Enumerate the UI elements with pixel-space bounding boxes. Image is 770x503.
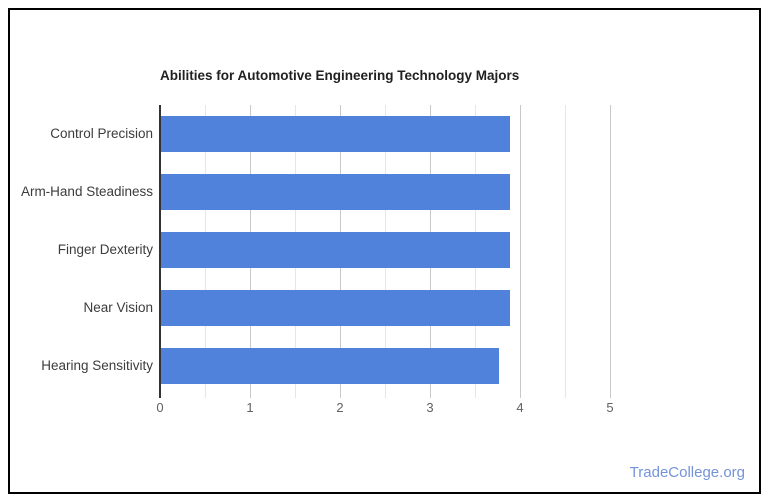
x-axis-tick-label: 2 [336, 400, 344, 415]
y-axis-label: Finger Dexterity [57, 242, 153, 257]
y-axis-label: Control Precision [50, 126, 153, 141]
major-gridline [520, 105, 521, 393]
axis-tick [250, 393, 251, 398]
axis-tick [610, 393, 611, 398]
x-axis-tick-label: 5 [606, 400, 614, 415]
bar [161, 232, 511, 268]
axis-tick [475, 393, 476, 398]
watermark-link[interactable]: TradeCollege.org [629, 464, 745, 481]
minor-gridline [565, 105, 566, 393]
x-axis-tick-label: 1 [246, 400, 254, 415]
y-axis-line [159, 105, 161, 398]
major-gridline [610, 105, 611, 393]
bar [161, 348, 499, 384]
axis-tick [385, 393, 386, 398]
y-axis-label: Hearing Sensitivity [41, 358, 153, 373]
axis-tick [295, 393, 296, 398]
x-axis-tick-label: 0 [156, 400, 164, 415]
axis-tick [520, 393, 521, 398]
bar [161, 174, 511, 210]
axis-tick [205, 393, 206, 398]
chart-title: Abilities for Automotive Engineering Tec… [160, 68, 520, 83]
x-axis-tick-label: 4 [516, 400, 524, 415]
y-axis-label: Arm-Hand Steadiness [20, 184, 153, 199]
x-axis-tick-label: 3 [426, 400, 434, 415]
bar [161, 290, 511, 326]
bar [161, 116, 511, 152]
axis-tick [340, 393, 341, 398]
axis-tick [565, 393, 566, 398]
axis-tick [430, 393, 431, 398]
y-axis-label: Near Vision [83, 300, 153, 315]
